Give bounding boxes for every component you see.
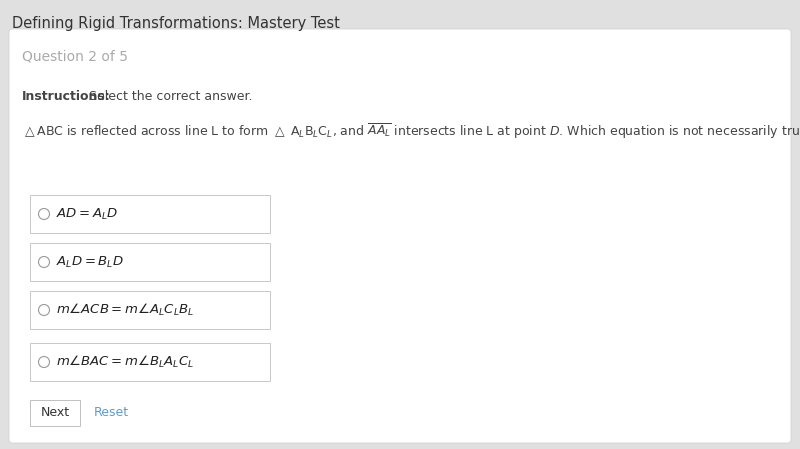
FancyBboxPatch shape (9, 29, 791, 443)
FancyBboxPatch shape (30, 400, 80, 426)
Circle shape (38, 256, 50, 268)
Circle shape (38, 208, 50, 220)
Text: Select the correct answer.: Select the correct answer. (85, 90, 253, 103)
Text: $A_LD = B_LD$: $A_LD = B_LD$ (56, 255, 124, 269)
Text: $\triangle$ABC is reflected across line L to form $\triangle$ A$_L$B$_L$C$_L$, a: $\triangle$ABC is reflected across line … (22, 122, 800, 141)
FancyBboxPatch shape (30, 343, 270, 381)
Circle shape (38, 304, 50, 316)
Text: Instructions:: Instructions: (22, 90, 110, 103)
FancyBboxPatch shape (30, 243, 270, 281)
Text: $m\angle BAC = m\angle B_L A_L C_L$: $m\angle BAC = m\angle B_L A_L C_L$ (56, 354, 194, 370)
Text: $AD = A_LD$: $AD = A_LD$ (56, 207, 118, 221)
FancyBboxPatch shape (30, 195, 270, 233)
Text: Next: Next (41, 406, 70, 419)
FancyBboxPatch shape (30, 291, 270, 329)
Text: Question 2 of 5: Question 2 of 5 (22, 50, 128, 64)
Text: $m\angle ACB = m\angle A_L C_L B_L$: $m\angle ACB = m\angle A_L C_L B_L$ (56, 302, 194, 318)
Circle shape (38, 357, 50, 367)
Text: Defining Rigid Transformations: Mastery Test: Defining Rigid Transformations: Mastery … (12, 16, 340, 31)
Text: Reset: Reset (94, 406, 129, 419)
